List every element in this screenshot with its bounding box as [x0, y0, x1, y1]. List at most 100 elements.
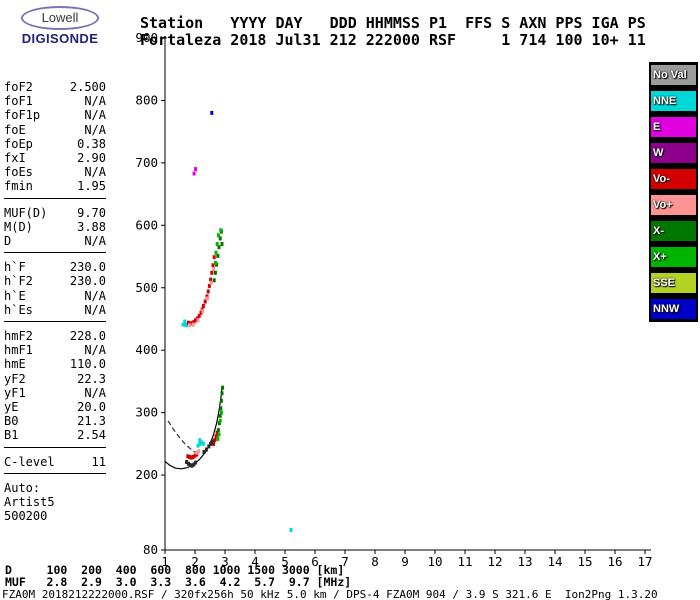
param-footer-row: 500200 [4, 509, 48, 524]
legend-entry-vo+: Vo+ [651, 195, 696, 215]
param-row-d: D N/A [4, 234, 106, 248]
param-footer-row: Auto: [4, 480, 41, 495]
legend-entry-nne: NNE [651, 91, 696, 111]
param-value: N/A [84, 122, 106, 137]
param-row-fof1: foF1 N/A [4, 94, 106, 108]
param-label: fmin [4, 179, 33, 194]
param-label: yF2 [4, 371, 26, 386]
param-row-hf2: h`F2 230.0 [4, 274, 106, 288]
legend-entry-noval: No Val [651, 65, 696, 85]
param-row-b0: B0 21.3 [4, 414, 106, 428]
echo-point-x+ [214, 250, 218, 255]
echo-point-vo- [210, 270, 214, 275]
legend-entry-nnw: NNW [651, 299, 696, 319]
echo-point-vo- [201, 303, 205, 308]
echo-point-vo- [214, 434, 218, 439]
param-value: 11 [91, 454, 106, 469]
param-value: 230.0 [69, 260, 106, 275]
y-tick-label: 900 [135, 30, 158, 45]
param-value: 3.88 [77, 219, 106, 234]
echo-point-vo- [213, 438, 217, 443]
echo-point-x+ [216, 436, 220, 441]
param-label: yF1 [4, 385, 26, 400]
echo-point-no-polarization [202, 450, 206, 454]
param-row-b1: B1 2.54 [4, 428, 106, 442]
echo-point-x- [216, 253, 220, 258]
x-tick-label: 7 [341, 554, 349, 569]
param-row-mufd: MUF(D) 9.70 [4, 206, 106, 220]
param-row-he: h`E N/A [4, 289, 106, 303]
param-label: B1 [4, 428, 19, 443]
status-line: FZA0M_2018212222000.RSF / 320fx256h 50 k… [2, 588, 658, 600]
x-tick-label: 5 [281, 554, 289, 569]
echo-point-nne [196, 443, 200, 448]
param-value: 2.54 [77, 428, 106, 443]
param-row-foep: foEp 0.38 [4, 137, 106, 151]
param-value: 2.90 [77, 151, 106, 166]
profile-line-extrapolated [167, 420, 198, 455]
echo-point-vo+ [196, 318, 200, 323]
echo-point-x+ [215, 242, 219, 246]
y-tick-label: 700 [135, 155, 158, 170]
echo-point-vo+ [212, 267, 216, 271]
echo-point-vo- [194, 318, 198, 323]
param-label: h`Es [4, 302, 33, 317]
x-tick-label: 13 [517, 554, 532, 569]
param-value: 0.38 [77, 136, 106, 151]
echo-point-nne [183, 322, 187, 327]
echo-point-vo- [211, 263, 215, 268]
echo-point-no-polarization [190, 463, 194, 468]
param-value: N/A [84, 385, 106, 400]
echo-point-x- [219, 398, 223, 403]
station-header: Station YYYY DAY DDD HHMMSS P1 FFS S AXN… [140, 15, 646, 49]
echo-point-vo- [191, 455, 195, 459]
param-label: yE [4, 400, 19, 415]
echo-point-nne [198, 441, 202, 446]
echo-point-no-polarization [194, 460, 198, 465]
param-value: 22.3 [77, 371, 106, 386]
param-value: 1.95 [77, 179, 106, 194]
param-label: h`E [4, 288, 26, 303]
x-tick-label: 17 [637, 554, 652, 569]
echo-point-x- [221, 385, 225, 390]
muf-row: MUF 2.8 2.9 3.0 3.3 3.6 4.2 5.7 9.7 [MHz… [5, 575, 352, 589]
echo-point-vo- [209, 277, 213, 282]
x-tick-label: 1 [161, 554, 169, 569]
param-row-hmf1: hmF1 N/A [4, 343, 106, 357]
param-label: C-level [4, 454, 55, 469]
echo-point-vo- [212, 255, 216, 260]
header-line1: Station YYYY DAY DDD HHMMSS P1 FFS S AXN… [140, 14, 646, 32]
param-row-fxi: fxI 2.90 [4, 151, 106, 165]
echo-point-nne [198, 438, 202, 443]
param-label: foF1 [4, 94, 33, 109]
param-row-md: M(D) 3.88 [4, 220, 106, 234]
echo-point-no-polarization [192, 462, 196, 467]
parameter-panel: foF2 2.500 foF1 N/A foF1p N/A foE N/A foEp 0.38 fx… [4, 80, 106, 523]
param-value: N/A [84, 108, 106, 123]
x-tick-label: 10 [427, 554, 442, 569]
x-tick-label: 16 [607, 554, 622, 569]
echo-point-x- [219, 406, 223, 411]
x-tick-label: 11 [457, 554, 472, 569]
param-row-hme: hmE 110.0 [4, 357, 106, 371]
echo-point-no-polarization [204, 447, 208, 452]
echo-point-vo+ [206, 296, 210, 301]
x-tick-label: 15 [577, 554, 592, 569]
param-label: hmE [4, 357, 26, 372]
param-row-foes: foEs N/A [4, 165, 106, 179]
y-tick-label: 400 [135, 342, 158, 357]
param-divider [4, 446, 106, 448]
y-tick-label: 800 [135, 92, 158, 107]
y-tick-label: 80 [143, 542, 158, 557]
echo-point-x- [220, 242, 224, 246]
echo-point-x- [220, 391, 224, 396]
echo-point-nnw [210, 110, 214, 115]
param-label: B0 [4, 414, 19, 429]
param-label: foEp [4, 136, 33, 151]
param-label: hmF2 [4, 329, 33, 344]
echo-point-vo- [189, 455, 193, 460]
echo-point-nne [201, 441, 205, 446]
echo-point-x- [217, 421, 221, 426]
x-tick-label: 2 [191, 554, 199, 569]
